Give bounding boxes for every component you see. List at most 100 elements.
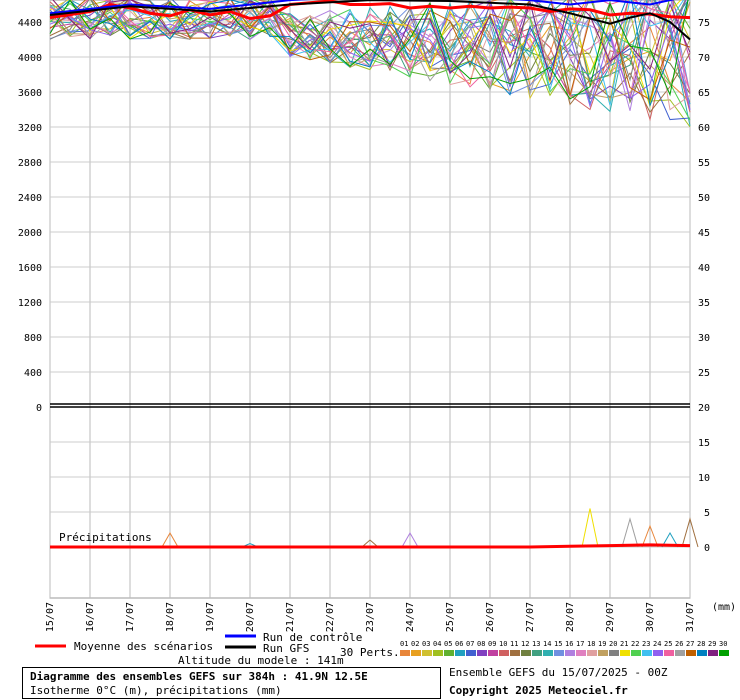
x-tick-label: 18/07	[165, 602, 176, 632]
precip-spike	[621, 517, 639, 548]
legend-mean-label: Moyenne des scénarios	[74, 640, 214, 653]
member-swatch	[719, 650, 729, 656]
precip-spike	[581, 508, 599, 548]
legend-perts-label: 30 Perts.	[340, 646, 400, 659]
y-left-tick-label: 3200	[18, 123, 42, 134]
member-number-label: 25	[664, 640, 672, 648]
member-number-label: 27	[686, 640, 694, 648]
precip-spike	[661, 531, 679, 548]
member-number-label: 14	[543, 640, 551, 648]
member-number-label: 26	[675, 640, 683, 648]
member-swatch	[708, 650, 718, 656]
y-left-tick-label: 2000	[18, 228, 42, 239]
y-left-tick-label: 4400	[18, 18, 42, 29]
member-line	[49, 2, 691, 99]
member-number-label: 01	[400, 640, 408, 648]
member-line	[49, 0, 691, 121]
member-swatch	[411, 650, 421, 656]
member-swatch	[675, 650, 685, 656]
member-number-label: 12	[521, 640, 529, 648]
y-right-tick-label: 5	[704, 508, 710, 519]
footer-title: Diagramme des ensembles GEFS sur 384h : …	[30, 670, 368, 683]
member-swatch	[510, 650, 520, 656]
x-tick-label: 19/07	[205, 602, 216, 632]
member-number-label: 20	[609, 640, 617, 648]
legend-gfs-label: Run GFS	[263, 642, 310, 655]
member-line	[49, 0, 691, 101]
y-right-tick-label: 70	[698, 53, 710, 64]
member-swatch	[598, 650, 608, 656]
y-right-tick-label: 45	[698, 228, 710, 239]
member-number-label: 24	[653, 640, 661, 648]
precip-spike	[681, 517, 699, 548]
x-tick-label: 26/07	[485, 602, 496, 632]
precip-label: Précipitations	[59, 531, 152, 544]
y-left-tick-label: 3600	[18, 88, 42, 99]
member-swatch	[422, 650, 432, 656]
y-right-tick-label: 40	[698, 263, 710, 274]
member-line	[49, 0, 682, 109]
member-number-label: 18	[587, 640, 595, 648]
footer-title-box: Diagramme des ensembles GEFS sur 384h : …	[22, 667, 441, 699]
y-left-tick-label: 2800	[18, 158, 42, 169]
member-number-label: 05	[444, 640, 452, 648]
member-number-label: 23	[642, 640, 650, 648]
x-tick-label: 31/07	[685, 602, 696, 632]
x-tick-label: 21/07	[285, 602, 296, 632]
y-right-tick-label: 60	[698, 123, 710, 134]
y-right-tick-label: 10	[698, 473, 710, 484]
y-left-tick-label: 400	[24, 368, 42, 379]
member-swatch	[554, 650, 564, 656]
member-swatch	[455, 650, 465, 656]
y-left-tick-label: 4000	[18, 53, 42, 64]
member-number-label: 06	[455, 640, 463, 648]
member-number-label: 02	[411, 640, 419, 648]
member-line	[49, 0, 691, 96]
member-swatch	[631, 650, 641, 656]
member-number-label: 21	[620, 640, 628, 648]
precip-spike	[641, 524, 659, 548]
copyright-label: Copyright 2025 Meteociel.fr	[449, 684, 628, 697]
member-swatch	[620, 650, 630, 656]
y-left-tick-label: 1200	[18, 298, 42, 309]
y-right-tick-label: 50	[698, 193, 710, 204]
x-tick-label: 23/07	[365, 602, 376, 632]
member-line	[49, 0, 691, 114]
member-swatch	[609, 650, 619, 656]
member-number-label: 04	[433, 640, 441, 648]
member-swatch	[686, 650, 696, 656]
x-tick-label: 27/07	[525, 602, 536, 632]
gfs-line	[49, 0, 691, 41]
y-right-tick-label: 75	[698, 18, 710, 29]
footer-subtitle: Isotherme 0°C (m), précipitations (mm)	[30, 684, 282, 697]
member-number-label: 30	[719, 640, 727, 648]
member-swatch	[433, 650, 443, 656]
x-tick-label: 30/07	[645, 602, 656, 632]
member-number-label: 07	[466, 640, 474, 648]
y-left-tick-label: 2400	[18, 193, 42, 204]
member-swatch	[642, 650, 652, 656]
y-left-tick-label: 800	[24, 333, 42, 344]
y-right-unit: (mm)	[712, 602, 736, 613]
member-swatch	[466, 650, 476, 656]
y-right-tick-label: 55	[698, 158, 710, 169]
x-tick-label: 29/07	[605, 602, 616, 632]
precip-mean-line	[50, 543, 691, 549]
member-number-label: 03	[422, 640, 430, 648]
member-swatch	[664, 650, 674, 656]
control-line	[49, 0, 676, 15]
member-swatch	[499, 650, 509, 656]
member-line	[49, 0, 691, 104]
member-swatch	[532, 650, 542, 656]
y-right-tick-label: 65	[698, 88, 710, 99]
member-swatch	[587, 650, 597, 656]
member-swatch	[521, 650, 531, 656]
member-swatch	[488, 650, 498, 656]
y-right-tick-label: 0	[704, 543, 710, 554]
y-right-tick-label: 15	[698, 438, 710, 449]
member-number-label: 11	[510, 640, 518, 648]
member-number-label: 09	[488, 640, 496, 648]
member-number-label: 16	[565, 640, 573, 648]
y-left-tick-label: 1600	[18, 263, 42, 274]
ensemble-date-label: Ensemble GEFS du 15/07/2025 - 00Z	[449, 666, 668, 679]
